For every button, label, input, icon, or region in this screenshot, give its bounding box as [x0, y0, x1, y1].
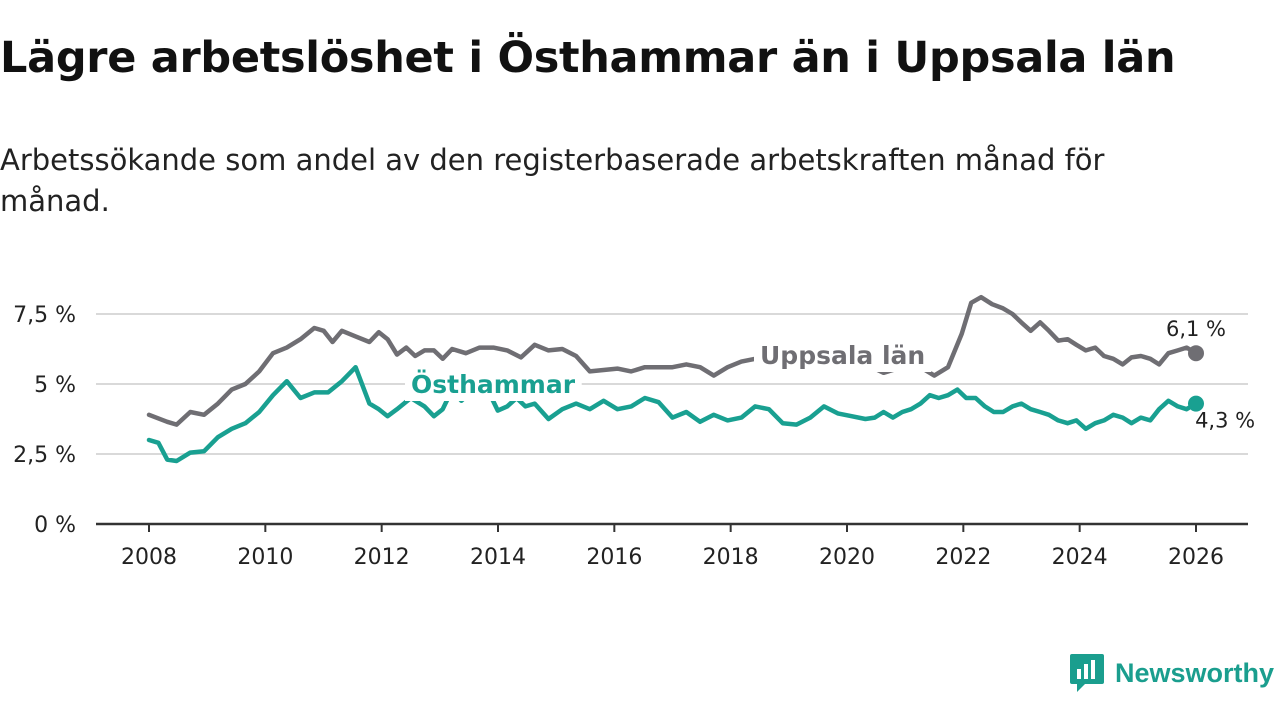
- newsworthy-brand[interactable]: Newsworthy: [1069, 652, 1274, 694]
- line-chart: 0 % 2,5 % 5 % 7,5 % 2008 2010 2012 2014 2016 2018…: [13, 294, 1255, 570]
- x-tick-label: 2014: [470, 545, 526, 570]
- series-label-osthammar: Östhammar: [411, 369, 576, 399]
- x-tick-label: 2026: [1168, 545, 1224, 570]
- series-line-osthammar: [146, 364, 1199, 464]
- x-tick-label: 2008: [121, 545, 177, 570]
- chart-subtitle: Arbetssökande som andel av den registerb…: [0, 143, 1105, 218]
- series-lines: [146, 294, 1204, 464]
- y-tick-label: 5 %: [34, 373, 76, 398]
- x-tick-label: 2016: [586, 545, 642, 570]
- x-tick-label: 2018: [703, 545, 759, 570]
- x-tick-label: 2010: [237, 545, 293, 570]
- series-end-dot: [1188, 395, 1204, 412]
- x-tick-label: 2022: [935, 545, 991, 570]
- series-labels: 6,1 % 4,3 % Uppsala län Östhammar: [405, 317, 1255, 433]
- axes: 0 % 2,5 % 5 % 7,5 % 2008 2010 2012 2014 2016 2018…: [13, 303, 1248, 570]
- series-line-uppsala: [146, 294, 1199, 427]
- x-tick-label: 2024: [1052, 545, 1108, 570]
- x-tick-label: 2012: [354, 545, 410, 570]
- series-label-osthammar-halo: [405, 367, 582, 401]
- y-tick-label: 7,5 %: [13, 303, 76, 328]
- series-label-uppsala: Uppsala län: [760, 341, 925, 370]
- series-label-uppsala-halo: [754, 339, 932, 372]
- chart-title: Lägre arbetslöshet i Östhammar än i Upps…: [0, 33, 1176, 83]
- y-tick-label: 0 %: [34, 513, 76, 538]
- gridlines: [96, 313, 1248, 455]
- y-tick-label: 2,5 %: [13, 443, 76, 468]
- series-end-dot: [1188, 345, 1204, 362]
- end-value-label-uppsala: 6,1 %: [1166, 317, 1226, 341]
- newsworthy-logo-icon: [1069, 654, 1104, 692]
- end-value-label-osthammar: 4,3 %: [1195, 409, 1255, 433]
- brand-name: Newsworthy: [1114, 657, 1274, 688]
- x-tick-label: 2020: [819, 545, 875, 570]
